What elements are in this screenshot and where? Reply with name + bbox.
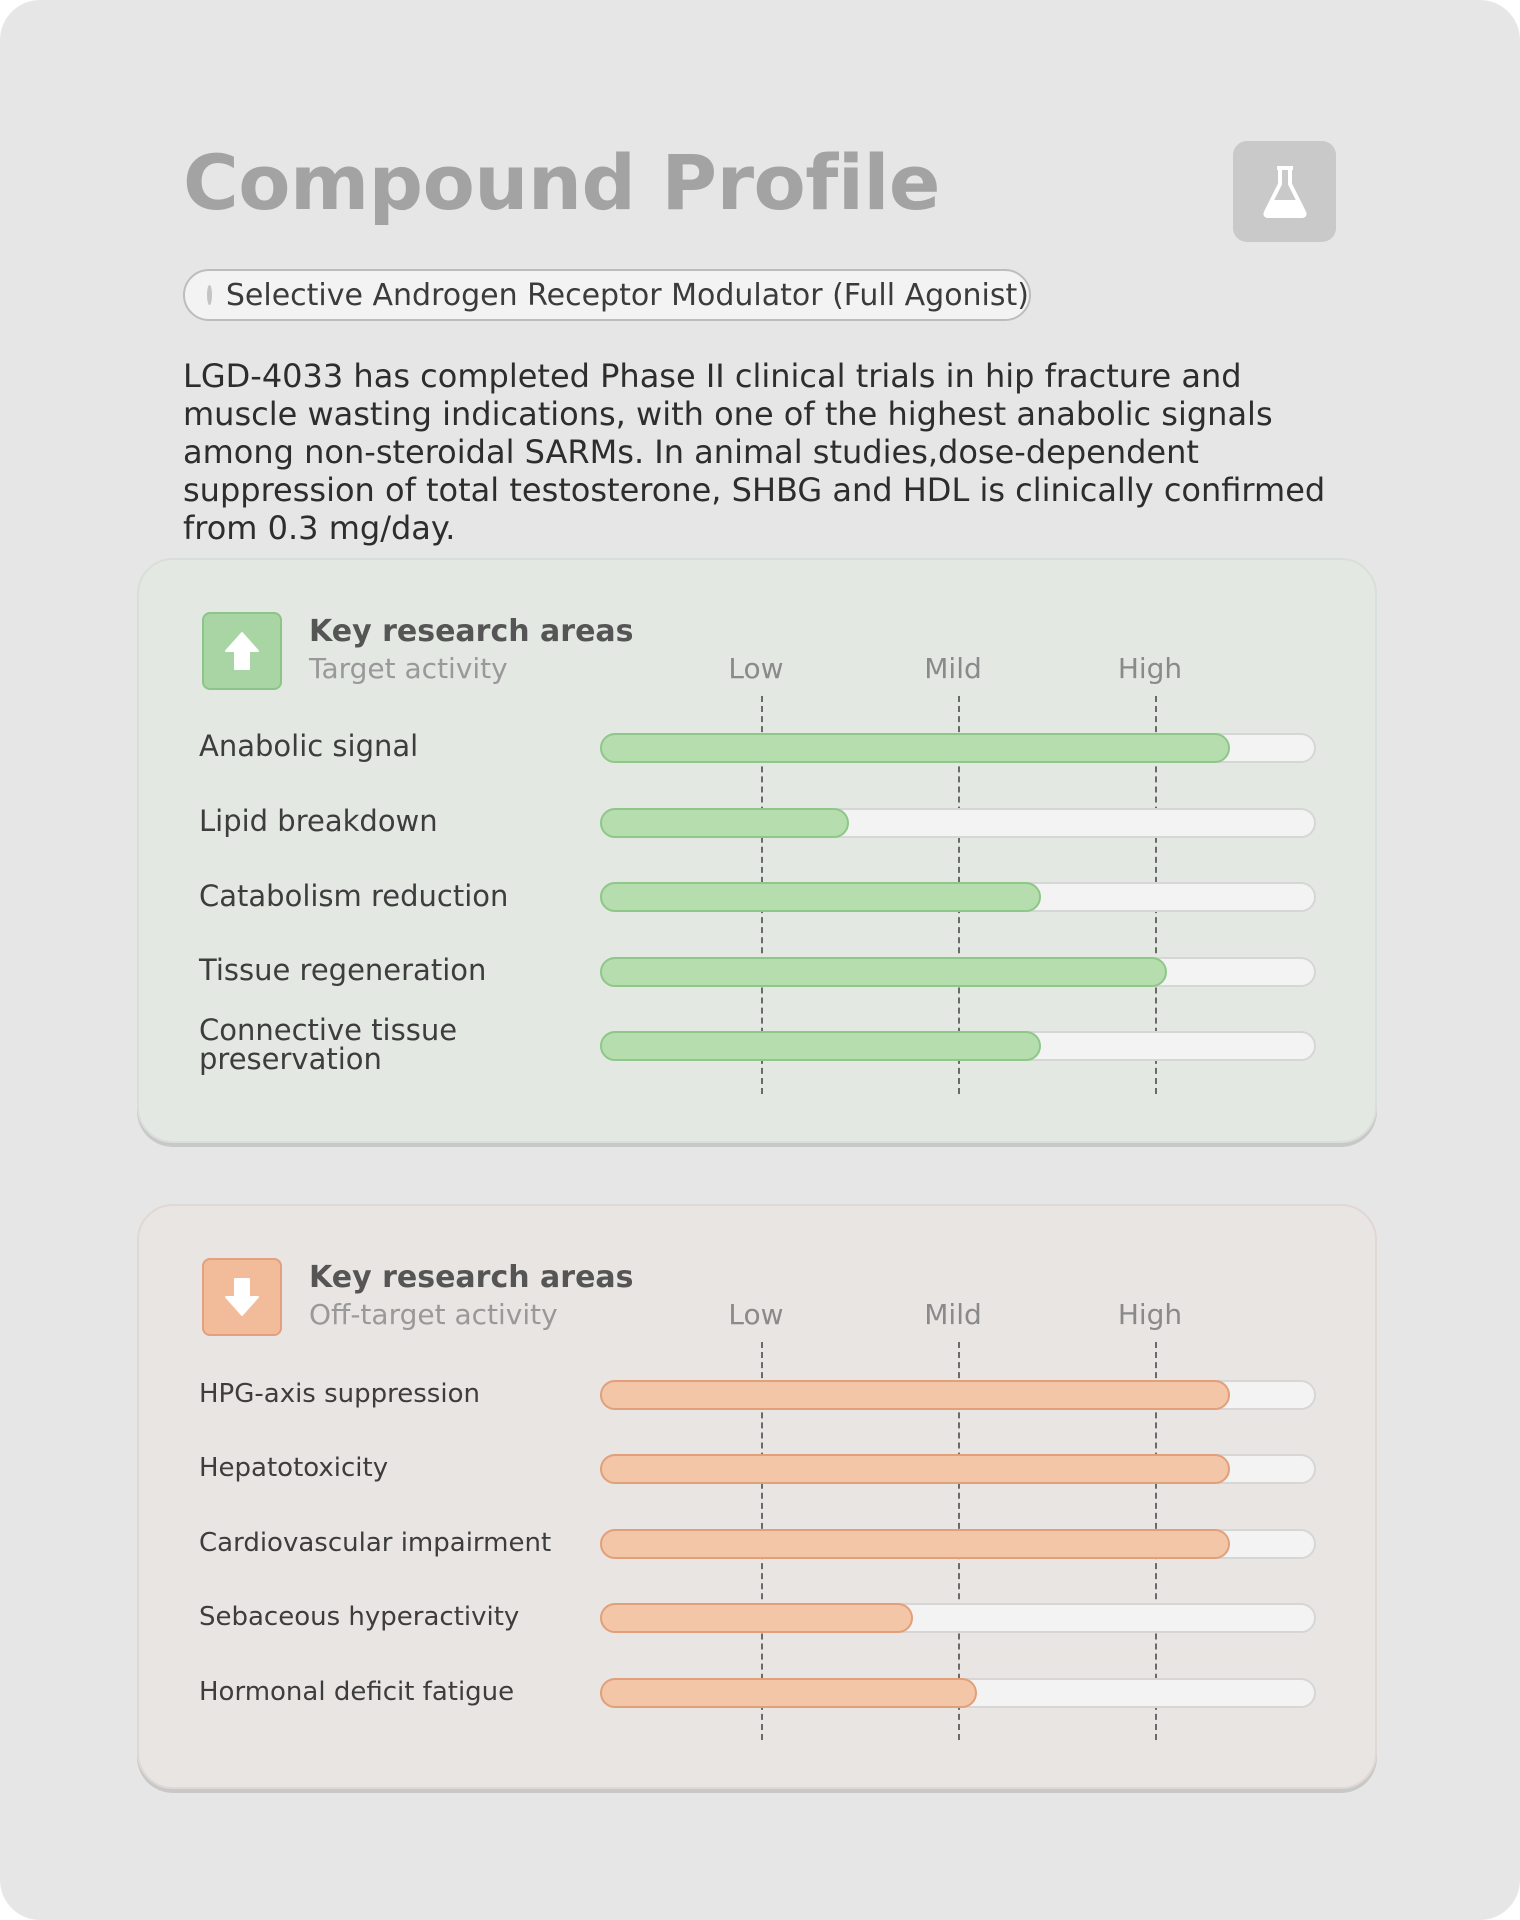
scale-label-low: Low bbox=[728, 652, 784, 685]
off-target-activity-panel: Key research areas Off-target activity L… bbox=[137, 1204, 1377, 1789]
row-label-catabolism-reduction: Catabolism reduction bbox=[199, 879, 509, 913]
level-bar-fill bbox=[600, 882, 1042, 912]
level-bar bbox=[600, 808, 1316, 838]
status-dot bbox=[207, 285, 212, 305]
level-bar-fill bbox=[600, 808, 850, 838]
level-bar-fill bbox=[600, 733, 1231, 763]
level-bar-fill bbox=[600, 1380, 1231, 1410]
scale-label-high: High bbox=[1117, 652, 1183, 685]
scale-label-high: High bbox=[1117, 1298, 1183, 1331]
level-bar bbox=[600, 1454, 1316, 1484]
level-bar bbox=[600, 1603, 1316, 1633]
row-label-cardiovascular-impairment: Cardiovascular impairment bbox=[199, 1528, 552, 1558]
scale-label-low: Low bbox=[728, 1298, 784, 1331]
flask-icon bbox=[1262, 165, 1307, 218]
row-label-anabolic-signal: Anabolic signal bbox=[199, 729, 419, 763]
level-bar bbox=[600, 957, 1316, 987]
level-bar bbox=[600, 1678, 1316, 1708]
row-label-hormonal-deficit-fatigue: Hormonal deficit fatigue bbox=[199, 1677, 515, 1707]
level-bar bbox=[600, 733, 1316, 763]
arrow-down-icon bbox=[202, 1258, 282, 1336]
classification-label: Selective Androgen Receptor Modulator (F… bbox=[225, 277, 1029, 313]
panel-subheading: Off-target activity bbox=[309, 1298, 558, 1331]
page-title: Compound Profile bbox=[183, 138, 940, 227]
level-bar-fill bbox=[600, 1031, 1042, 1061]
level-bar bbox=[600, 1031, 1316, 1061]
level-bar bbox=[600, 1380, 1316, 1410]
row-label-sebaceous-hyperactivity: Sebaceous hyperactivity bbox=[199, 1602, 520, 1632]
scale-label-mild: Mild bbox=[924, 1298, 982, 1331]
classification-badge: Selective Androgen Receptor Modulator (F… bbox=[183, 269, 1031, 321]
arrow-up-icon bbox=[202, 612, 282, 690]
target-activity-panel: Key research areas Target activity Low M… bbox=[137, 558, 1377, 1143]
level-bar-fill bbox=[600, 1529, 1231, 1559]
panel-heading: Key research areas bbox=[309, 614, 634, 649]
scale-label-mild: Mild bbox=[924, 652, 982, 685]
compound-description: LGD-4033 has completed Phase II clinical… bbox=[183, 357, 1326, 547]
level-bar bbox=[600, 882, 1316, 912]
level-bar-fill bbox=[600, 1678, 978, 1708]
row-label-hepatotoxicity: Hepatotoxicity bbox=[199, 1453, 389, 1483]
level-bar-fill bbox=[600, 1603, 914, 1633]
row-label-hpg-axis-suppression: HPG-axis suppression bbox=[199, 1379, 480, 1409]
flask-icon-button[interactable] bbox=[1233, 141, 1336, 242]
row-label-connective-tissue-preservation: Connective tissue preservation bbox=[199, 1013, 458, 1076]
level-bar-fill bbox=[600, 957, 1168, 987]
level-bar-fill bbox=[600, 1454, 1231, 1484]
row-label-tissue-regeneration: Tissue regeneration bbox=[199, 953, 487, 987]
row-label-lipid-breakdown: Lipid breakdown bbox=[199, 804, 438, 838]
level-bar bbox=[600, 1529, 1316, 1559]
panel-heading: Key research areas bbox=[309, 1260, 634, 1295]
panel-subheading: Target activity bbox=[309, 652, 508, 685]
